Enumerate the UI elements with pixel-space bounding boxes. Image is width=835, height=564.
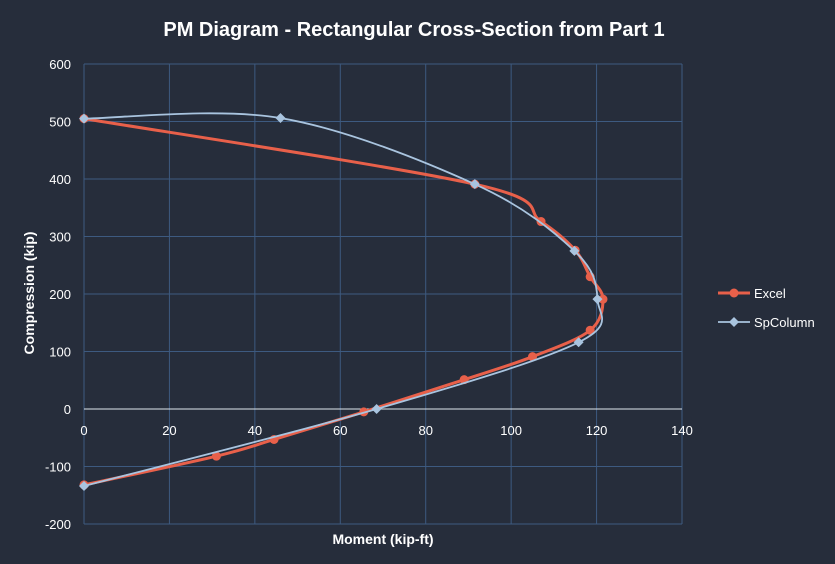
x-tick-label: 140 (671, 423, 693, 438)
legend-item: SpColumn (718, 315, 815, 330)
gridlines (83, 63, 683, 525)
legend-label: Excel (754, 286, 786, 301)
y-tick-label: 400 (49, 172, 71, 187)
data-point (573, 337, 584, 348)
y-tick-label: 200 (49, 287, 71, 302)
y-tick-label: 600 (49, 57, 71, 72)
data-point (275, 113, 286, 124)
data-point (592, 294, 603, 305)
legend-item: Excel (718, 286, 786, 301)
legend: Excel SpColumn (718, 286, 815, 330)
data-point (211, 451, 221, 461)
y-tick-label: 500 (49, 115, 71, 130)
y-tick-label: 100 (49, 345, 71, 360)
y-axis-title: Compression (kip) (21, 232, 37, 355)
data-point (469, 179, 480, 190)
legend-marker (729, 317, 739, 327)
data-point (79, 113, 89, 124)
y-tick-label: -200 (45, 517, 71, 532)
data-point (79, 481, 89, 492)
y-tick-label: -100 (45, 460, 71, 475)
data-point (528, 352, 537, 362)
y-tick-label: 300 (49, 230, 71, 245)
chart-title: PM Diagram - Rectangular Cross-Section f… (163, 19, 664, 41)
y-tick-labels: -200 -100 0 100 200 300 400 500 600 (45, 57, 71, 532)
data-point (585, 325, 595, 335)
legend-marker (729, 288, 739, 298)
series-spcolumn (79, 112, 603, 492)
data-point (598, 294, 608, 304)
x-tick-label: 20 (162, 423, 176, 438)
x-tick-label: 0 (80, 423, 87, 438)
x-tick-label: 60 (333, 423, 347, 438)
legend-label: SpColumn (754, 315, 815, 330)
x-tick-label: 80 (418, 423, 432, 438)
data-point (569, 245, 580, 256)
x-axis-title: Moment (kip-ft) (332, 531, 433, 547)
x-tick-label: 40 (248, 423, 262, 438)
y-tick-label: 0 (64, 402, 71, 417)
x-tick-label: 120 (586, 423, 608, 438)
data-series (79, 112, 608, 492)
x-tick-label: 100 (500, 423, 522, 438)
x-tick-labels: 0 20 40 60 80 100 120 140 (80, 423, 692, 438)
data-point (371, 404, 382, 414)
